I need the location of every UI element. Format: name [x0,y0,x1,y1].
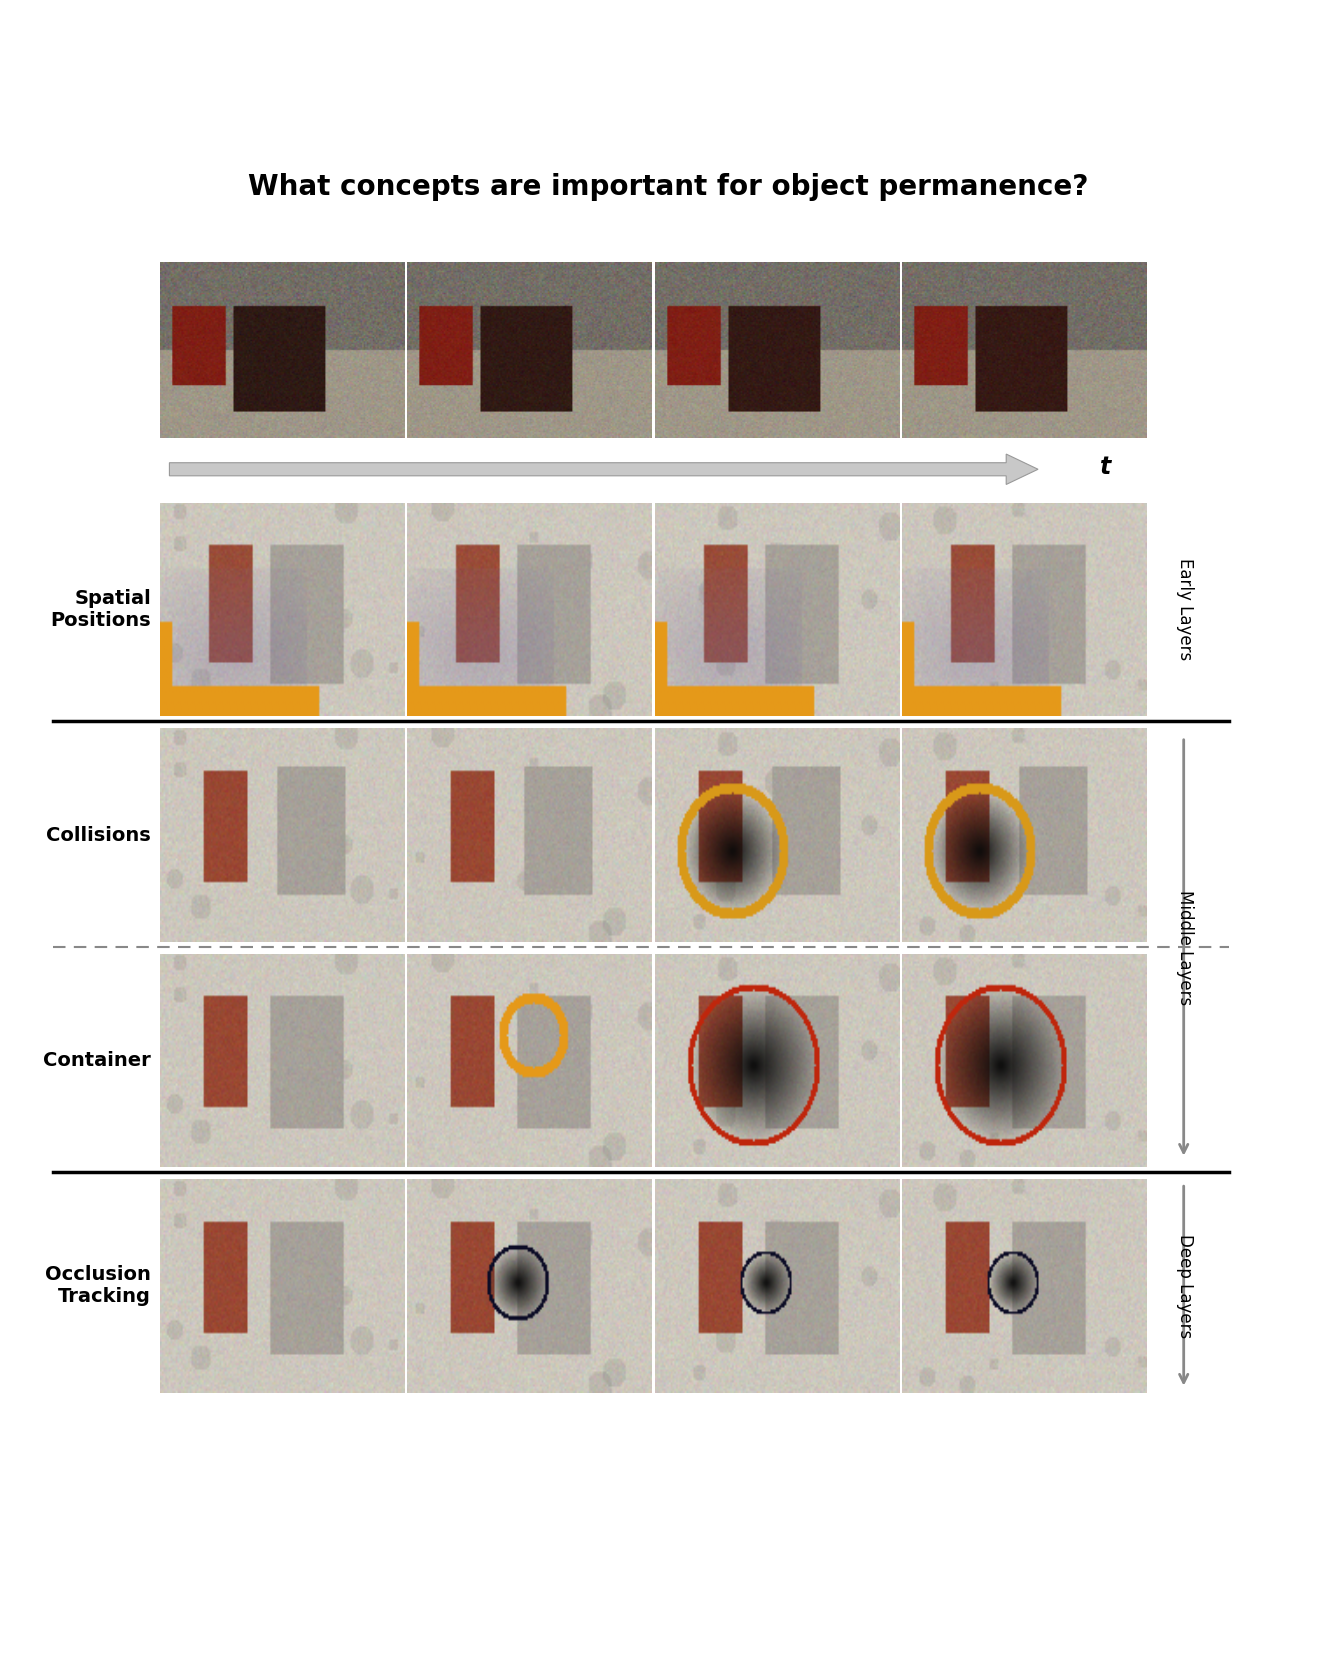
Text: Collisions: Collisions [47,825,151,845]
Text: Container: Container [43,1050,151,1070]
Text: Early Layers: Early Layers [1176,558,1194,661]
Text: t: t [1100,454,1110,479]
FancyArrow shape [170,454,1038,484]
Text: Deep Layers: Deep Layers [1176,1234,1194,1338]
Text: What concepts are important for object permanence?: What concepts are important for object p… [247,174,1089,200]
Text: Middle Layers: Middle Layers [1176,890,1194,1005]
Text: Spatial
Positions: Spatial Positions [51,590,151,630]
Text: Occlusion
Tracking: Occlusion Tracking [45,1266,151,1306]
